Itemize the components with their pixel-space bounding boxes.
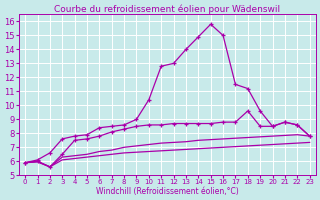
- X-axis label: Windchill (Refroidissement éolien,°C): Windchill (Refroidissement éolien,°C): [96, 187, 239, 196]
- Title: Courbe du refroidissement éolien pour Wädenswil: Courbe du refroidissement éolien pour Wä…: [54, 4, 280, 14]
